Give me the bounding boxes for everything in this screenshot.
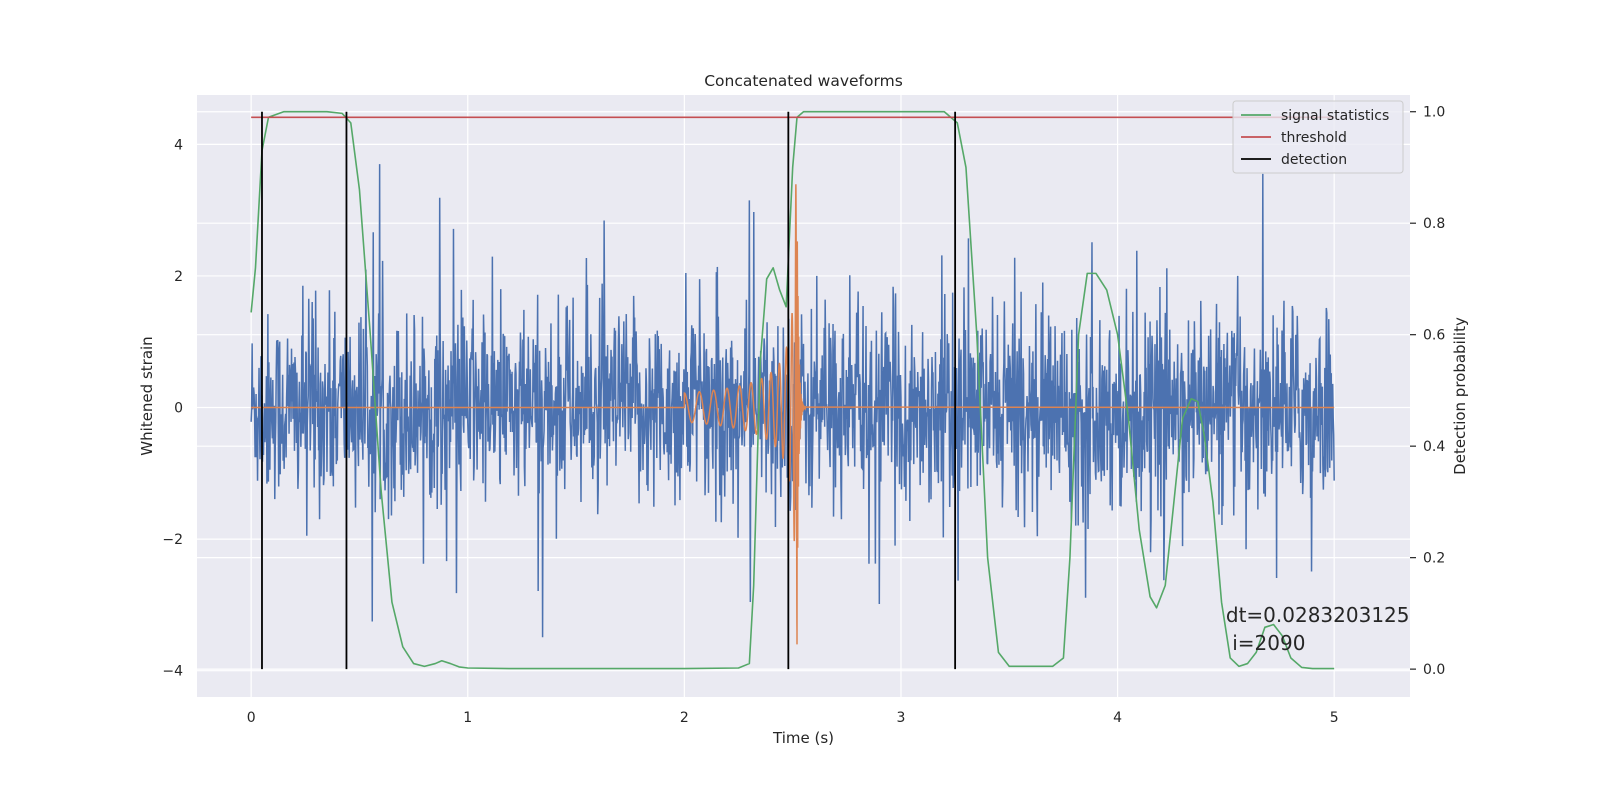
chart-title: Concatenated waveforms bbox=[704, 72, 903, 90]
y-right-tick-label: 0.6 bbox=[1423, 328, 1445, 344]
y-tick-label: 0 bbox=[174, 401, 183, 417]
x-tick-label: 4 bbox=[1113, 710, 1122, 726]
y-tick-label: 4 bbox=[174, 137, 183, 153]
annotation-index: i=2090 bbox=[1226, 631, 1306, 655]
y-axis-right-label: Detection probability bbox=[1451, 317, 1469, 475]
x-axis-label: Time (s) bbox=[772, 729, 834, 747]
y-right-tick-label: 0.0 bbox=[1423, 662, 1445, 678]
y-tick-label: −4 bbox=[162, 664, 183, 680]
y-axis-label: Whitened strain bbox=[138, 336, 156, 455]
legend-label: detection bbox=[1281, 152, 1347, 168]
ticks: 0 1 2 3 4 5 −4 −2 0 2 4 0.0 0.2 0.4 0.6 0.8 1.0 bbox=[162, 105, 1445, 726]
y-tick-label: −2 bbox=[162, 532, 183, 548]
legend-box bbox=[1232, 100, 1404, 174]
y-right-tick-label: 1.0 bbox=[1423, 105, 1445, 121]
legend-label: signal statistics bbox=[1281, 108, 1389, 124]
y-right-tick-label: 0.2 bbox=[1423, 551, 1445, 567]
x-tick-label: 0 bbox=[247, 710, 256, 726]
x-tick-label: 5 bbox=[1330, 710, 1339, 726]
annotation: dt=0.0283203125 i=2090 bbox=[1226, 603, 1410, 655]
x-tick-label: 1 bbox=[463, 710, 472, 726]
series-chirp-line bbox=[251, 184, 1335, 645]
legend-label: threshold bbox=[1281, 130, 1347, 146]
legend: signal statistics threshold detection bbox=[1232, 100, 1404, 174]
y-right-tick-label: 0.4 bbox=[1423, 439, 1445, 455]
annotation-dt: dt=0.0283203125 bbox=[1226, 603, 1410, 627]
series-layer bbox=[250, 110, 1335, 670]
x-tick-label: 3 bbox=[897, 710, 906, 726]
y-right-tick-label: 0.8 bbox=[1423, 216, 1445, 232]
x-tick-label: 2 bbox=[680, 710, 689, 726]
y-tick-label: 2 bbox=[174, 269, 183, 285]
